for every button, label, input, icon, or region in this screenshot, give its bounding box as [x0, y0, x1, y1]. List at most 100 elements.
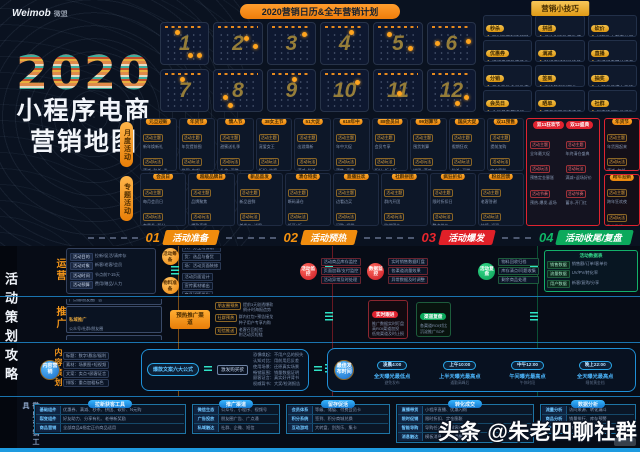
activity-row-text: 每月会员日: [143, 198, 163, 204]
activity-row-text: 折扣+抽奖: [258, 168, 278, 171]
activity-row-badge: 活动玩法: [480, 213, 501, 221]
logo-cn-text: 微盟: [53, 11, 68, 18]
weekday-dashes: [218, 26, 258, 28]
activity-row-text: 整点放价: [432, 223, 449, 226]
activity-card-rows: 活动主题 品牌聚焦 活动玩法 爆款直降: [190, 181, 232, 225]
tips-grid: 秒杀 限时限量制造稀缺感配合Push提前预告蓄水 拼团 低价引流款带动成团老带新…: [483, 15, 637, 112]
month-card: 4: [319, 22, 370, 65]
activity-row-text: 阶梯团价: [384, 223, 401, 226]
day-dot-grid: [218, 79, 258, 108]
phase-number: 02: [283, 230, 298, 245]
activity-card: 会员日 活动主题 每月会员日 活动玩法 专属券+积分: [140, 173, 187, 226]
data-table-value: UV/PV/转化率: [571, 270, 599, 275]
channel-chips: 公域推广 广点通/朋友圈广告 私域推广 公众号/社群/朋友圈 线下推广 门店物料…: [66, 299, 162, 340]
activity-row-text: 新年焕新礼: [143, 143, 163, 149]
data-table-rows: 销售数据 销售额/订单/客单价 流量数据 UV/PV/转化率 用户数据 新客/复…: [547, 260, 635, 288]
monitor-node: 活动监控 活动商品库存监控 页面加载/支付监控 活动异常及时处理: [299, 258, 362, 284]
activity-row: 活动玩法 折扣+抽奖: [258, 150, 290, 171]
tip-label: 分销: [486, 75, 505, 82]
content-planning-row: 内容营销 标题：数字/悬念/福利 素材：场景图+短视频 文案：卖点+顾客证言 排版：重…: [40, 345, 636, 394]
tool-row-value: 小程序直播、优惠闪购: [425, 407, 467, 412]
tip-line: 群内快闪秒杀活动: [591, 110, 634, 111]
prep-circle-node: 活动筹备: [161, 248, 179, 265]
activity-card-rows: 活动主题 限时折扣日 活动玩法 整点放价: [432, 181, 474, 226]
activity-row-badge: 活动玩法: [181, 158, 202, 166]
day-dot-grid: [218, 32, 258, 61]
tip-line: 晒单返现二次传播: [538, 110, 581, 111]
activity-row-badge: 活动主题: [191, 188, 212, 197]
promo-row-badge: 活动节奏: [530, 189, 550, 198]
activity-row: 活动主题 群内开团: [384, 181, 424, 204]
activity-card-title: 情人节: [225, 119, 246, 125]
activity-row-text: 抽奖+返现: [480, 223, 500, 226]
activity-row-badge: 活动主题: [490, 133, 511, 142]
activity-row: 活动主题 新年焕新礼: [143, 126, 174, 149]
activity-row-badge: 活动玩法: [413, 158, 434, 166]
tool-row-key: 会员体系: [288, 406, 313, 414]
content-branch: 排版：重点加粗标色: [63, 379, 110, 387]
tool-row-value: RFM分层、复购分析: [569, 425, 608, 430]
promo-row: 活动玩法 满减+返场好价: [565, 157, 597, 180]
activity-row-text: 预售+直播: [335, 168, 355, 171]
branch-line: 倒计时海报造势: [242, 307, 271, 313]
brief-value: 节点前7-15天: [94, 271, 120, 277]
strategy-side-title: 活动策划攻略: [3, 272, 18, 386]
weekday-dashes: [218, 73, 258, 75]
month-number: 4: [338, 31, 351, 55]
bottom-blue-bar: [0, 448, 640, 452]
promotion-row: 公域推广 广点通/朋友圈广告 私域推广 公众号/社群/朋友圈 线下推广 门店物料…: [66, 299, 638, 340]
tool-row-key: 基础组件: [36, 406, 61, 414]
activity-row: 活动主题 甜蜜送礼季: [220, 126, 251, 149]
promo-row: 活动节奏 预热-爆发-返场: [530, 182, 561, 205]
red-card-rows: 活动主题 跨年狂欢夜 活动玩法 整点秒杀: [606, 181, 638, 226]
tip-card: 满减 阶梯满减引导凑单搭配包邮门槛使用: [535, 40, 585, 62]
activity-card-rows: 活动主题 断码清仓 活动玩法 低至1折: [287, 181, 329, 225]
red-card-row: 活动主题 跨年狂欢夜: [607, 181, 637, 204]
review-node: 活动复盘 物料回收归档 库存清点/问题收集 剩余商品处理: [478, 258, 539, 284]
live-followup-lines: 推广数据实时盯盘 高ROI渠道加投 低效渠道及时止损: [372, 321, 404, 337]
activity-row-badge: 活动玩法: [239, 213, 260, 221]
tip-card: 晒单 晒单返现二次传播优质UGC沉淀素材: [535, 90, 585, 112]
highlight-dot: [355, 79, 361, 85]
promo-rows: 活动主题 全年最大促 活动玩法 预售定金膨胀 活动节奏 预热-爆发-返场: [529, 133, 562, 205]
activity-row: 活动玩法 预售+直播: [335, 150, 367, 171]
calendar-grid: 1 2 3 4: [160, 22, 476, 112]
activity-card-rows: 活动主题 年中大促 活动玩法 预售+直播: [335, 126, 368, 171]
activity-card: 粉丝回馈 活动主题 老客答谢 活动玩法 抽奖+返现: [477, 173, 524, 226]
day-dot-grid: [431, 79, 471, 108]
activity-row: 活动主题 出游焕新: [297, 126, 328, 149]
red-card-text: 整点秒杀: [607, 223, 623, 226]
red-activity-card: 年货节 活动主题 年货囤起来 活动玩法 满减+包邮: [604, 118, 640, 171]
activity-row-badge: 活动主题: [384, 188, 405, 197]
formula-line: 权威背书：大奖/检测报告: [253, 380, 301, 386]
activity-band: 月度活动 专题活动 元旦迎新 活动主题 新年焕新礼 活动玩法 满减+秒杀+券 年…: [118, 116, 640, 228]
activity-row: 活动玩法 满减+秒杀+券: [143, 150, 174, 170]
live-followup-line: 高ROI渠道加投: [372, 325, 400, 331]
tool-table-title: 留存促活: [320, 400, 356, 408]
highlight-dot: [301, 32, 307, 38]
activity-row-badge: 活动主题: [336, 188, 356, 197]
promo-column: 活动主题 全年最大促 活动玩法 预售定金膨胀 活动节奏 预热-爆发-返场: [529, 131, 562, 206]
month-number: 8: [232, 78, 244, 102]
phase-divider-3: [537, 246, 538, 396]
prep-node: 物料准备 活动页面设计 宣传素材输出 商品详情优化: [161, 272, 293, 294]
tool-row-value: 访问来源、转化漏斗: [569, 407, 607, 412]
warmup-branch: 社群预热 群内红包+预告接龙 种子用户专享内购: [215, 314, 273, 325]
tool-row-key: 流量分析: [542, 406, 567, 414]
activity-card-title: 88会员日: [377, 119, 403, 125]
activity-card-rows: 活动主题 甜蜜送礼季 活动玩法 礼盒+买赠: [219, 126, 252, 170]
tool-row-key: 商品营销: [36, 424, 61, 432]
special-activities-row: 会员日 活动主题 每月会员日 活动玩法 专属券+积分 超级品牌日: [140, 173, 524, 226]
time-pill: 晚上22:00: [578, 360, 612, 370]
month-number: 7: [178, 78, 191, 102]
connector-icon: [204, 366, 213, 373]
tip-lines: 佣金激励全员推广统一输出推广素材: [486, 85, 529, 86]
activity-row-text: 限时折扣日: [432, 198, 453, 204]
time-pill: 凌晨4:00: [376, 360, 408, 370]
phase-dashed-connector: [88, 236, 138, 239]
connector-icon: [171, 266, 179, 275]
promo-row-badge: 活动节奏: [565, 189, 586, 198]
live-followup-line: 推广数据实时盯盘: [372, 320, 404, 326]
highlight-dot: [222, 95, 228, 101]
